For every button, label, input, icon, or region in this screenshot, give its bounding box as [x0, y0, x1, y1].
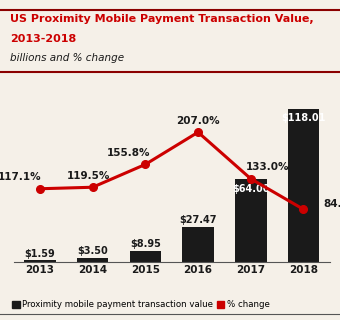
Text: $27.47: $27.47 [179, 215, 217, 225]
Text: 133.0%: 133.0% [246, 163, 289, 172]
Bar [182, 227, 214, 262]
Bar [288, 109, 319, 262]
Bar [24, 260, 56, 262]
Text: $118.01: $118.01 [281, 113, 326, 123]
Text: $1.59: $1.59 [24, 249, 55, 259]
Text: $3.50: $3.50 [77, 246, 108, 256]
Text: $8.95: $8.95 [130, 239, 161, 249]
Text: billions and % change: billions and % change [10, 53, 124, 63]
Legend: Proximity mobile payment transaction value, % change: Proximity mobile payment transaction val… [8, 297, 273, 313]
Text: 155.8%: 155.8% [107, 148, 150, 158]
Text: 119.5%: 119.5% [67, 171, 110, 181]
Bar [235, 179, 267, 262]
Text: US Proximity Mobile Payment Transaction Value,: US Proximity Mobile Payment Transaction … [10, 14, 314, 24]
Text: 207.0%: 207.0% [176, 116, 220, 126]
Text: 2013-2018: 2013-2018 [10, 34, 76, 44]
Bar [77, 258, 108, 262]
Text: 84.4%: 84.4% [323, 199, 340, 209]
Bar [130, 251, 161, 262]
Text: $64.00: $64.00 [232, 184, 270, 194]
Text: 117.1%: 117.1% [0, 172, 42, 182]
